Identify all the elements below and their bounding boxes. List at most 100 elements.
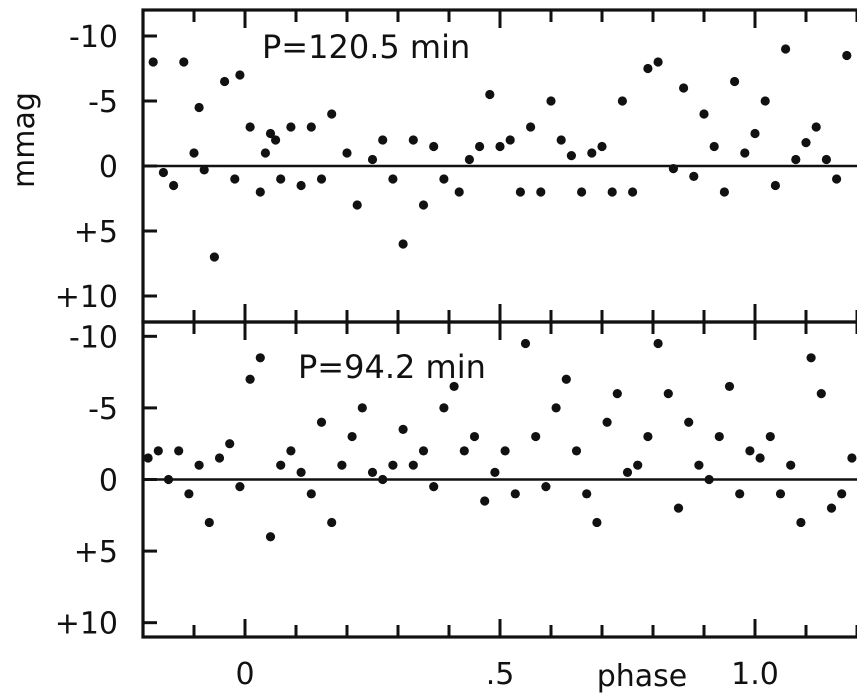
- data-point: [541, 482, 551, 492]
- data-point: [398, 239, 408, 249]
- data-point: [296, 467, 306, 477]
- data-point: [480, 496, 490, 506]
- data-point: [260, 148, 270, 158]
- data-point: [724, 381, 735, 392]
- data-point: [765, 431, 775, 442]
- data-point: [408, 460, 418, 470]
- data-point: [485, 89, 495, 100]
- data-point: [602, 417, 612, 427]
- data-point: [439, 403, 449, 413]
- data-point: [378, 474, 388, 485]
- y-tick-label: -5: [88, 85, 118, 120]
- y-tick-label: +10: [55, 607, 118, 642]
- data-point: [719, 187, 730, 197]
- data-point: [235, 70, 245, 80]
- data-point: [643, 63, 653, 74]
- data-point: [296, 180, 306, 191]
- data-point: [490, 467, 500, 477]
- y-tick-label: +10: [55, 280, 118, 315]
- data-point: [255, 353, 265, 363]
- data-point: [775, 489, 786, 499]
- data-point: [837, 489, 847, 499]
- data-point: [628, 187, 638, 197]
- data-point: [617, 96, 628, 106]
- data-point: [571, 446, 582, 456]
- data-point: [842, 50, 852, 61]
- data-point: [760, 96, 770, 106]
- data-point: [500, 446, 510, 456]
- period-label: P=94.2 min: [298, 348, 486, 386]
- data-point: [694, 460, 704, 470]
- data-point: [418, 446, 429, 456]
- data-point: [816, 388, 826, 399]
- data-point: [169, 180, 179, 191]
- x-tick-label: 1.0: [731, 657, 779, 692]
- data-point: [184, 489, 194, 499]
- data-point: [653, 338, 663, 349]
- data-point: [561, 374, 571, 384]
- data-point: [704, 474, 714, 485]
- data-point: [612, 388, 622, 399]
- data-point: [622, 467, 633, 477]
- data-point: [714, 431, 724, 442]
- data-point: [699, 109, 709, 119]
- data-point: [454, 187, 464, 197]
- data-point: [209, 252, 219, 262]
- data-point: [225, 439, 235, 449]
- data-point: [709, 141, 719, 152]
- data-point: [347, 431, 357, 442]
- data-point: [357, 403, 367, 413]
- data-point: [510, 489, 520, 499]
- data-point: [148, 57, 158, 67]
- data-point: [577, 187, 587, 197]
- data-point: [179, 57, 189, 67]
- data-point: [668, 164, 679, 174]
- data-point: [449, 381, 459, 392]
- data-point: [199, 165, 209, 175]
- data-point: [505, 135, 515, 145]
- y-tick-label: -5: [88, 392, 118, 427]
- data-point: [689, 171, 699, 181]
- data-point: [520, 338, 531, 349]
- data-point: [143, 453, 153, 463]
- x-axis-label: phase: [597, 659, 688, 694]
- data-point: [276, 174, 286, 184]
- data-point: [408, 135, 418, 145]
- data-point: [786, 460, 796, 470]
- data-point: [306, 122, 316, 132]
- data-point: [607, 187, 617, 197]
- data-point: [265, 532, 276, 542]
- data-point: [832, 174, 842, 184]
- data-point: [153, 446, 163, 456]
- data-point: [740, 148, 750, 158]
- x-tick-label: 0: [235, 657, 254, 692]
- data-point: [781, 44, 791, 54]
- data-point: [811, 122, 821, 132]
- data-point: [327, 517, 337, 528]
- data-point: [735, 489, 745, 499]
- data-point: [750, 128, 760, 139]
- data-point: [536, 187, 546, 197]
- data-point: [316, 174, 327, 184]
- data-point: [679, 83, 689, 93]
- data-point: [429, 482, 439, 492]
- data-point: [495, 141, 505, 152]
- data-point: [755, 453, 765, 463]
- data-point: [791, 154, 801, 165]
- bottom-panel: -10 -5 0 +5 +10 0 .5 1.0 P=94.2 min: [55, 320, 857, 692]
- top-panel: -10 -5 0 +5 +10 P=120.5 min: [55, 8, 857, 324]
- data-point: [801, 138, 811, 148]
- data-point: [643, 431, 653, 442]
- data-point: [316, 417, 327, 427]
- data-point: [306, 489, 316, 499]
- data-point: [730, 76, 740, 87]
- data-point: [566, 151, 577, 161]
- data-point: [230, 174, 240, 184]
- data-point: [235, 482, 245, 492]
- data-point: [418, 200, 429, 210]
- data-point: [204, 517, 214, 528]
- x-tick-label: .5: [486, 657, 515, 692]
- data-point: [459, 446, 469, 456]
- data-point: [286, 122, 296, 132]
- data-point: [587, 148, 597, 158]
